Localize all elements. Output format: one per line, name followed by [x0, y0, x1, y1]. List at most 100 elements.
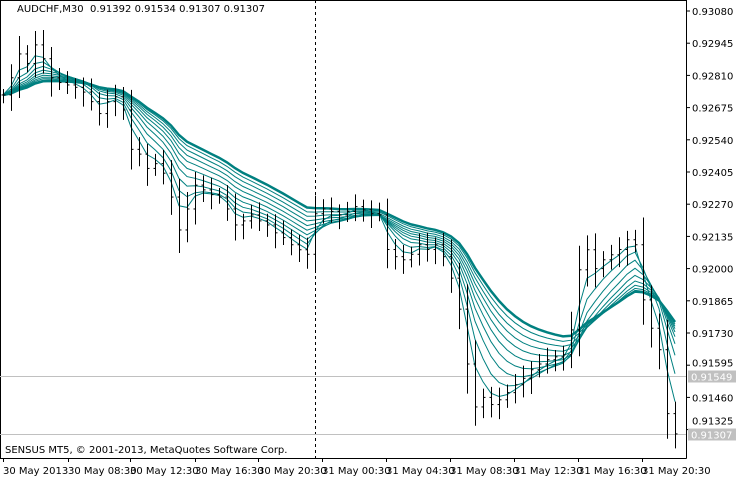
ohlc-bar: [321, 199, 326, 224]
ohlc-bar: [225, 185, 230, 221]
ohlc-bar: [49, 47, 54, 97]
y-tick-label: 0.91325: [692, 417, 733, 428]
ohlc-bar: [41, 29, 46, 74]
ohlc-bar: [641, 217, 646, 325]
y-tick-label: 0.92270: [692, 200, 733, 211]
ohlc-bar: [577, 245, 582, 357]
ohlc-bar: [65, 71, 70, 95]
ohlc-bar: [233, 193, 238, 241]
ohlc-bar: [17, 36, 22, 99]
ohlc-bar: [281, 220, 286, 245]
ohlc-bar: [137, 137, 142, 167]
ohlc-bar: [657, 313, 662, 370]
ohlc-bar: [409, 246, 414, 268]
ohlc-bar: [377, 202, 382, 222]
ohlc-bar: [81, 77, 86, 107]
ohlc-bar: [489, 386, 494, 418]
y-tick-label: 0.92135: [692, 232, 733, 243]
ohlc-bar: [417, 233, 422, 266]
x-tick-label: 31 May 20:30: [642, 466, 711, 477]
ohlc-bar: [209, 177, 214, 210]
y-tick-label: 0.91730: [692, 329, 733, 340]
y-tick-label: 0.92810: [692, 71, 733, 82]
x-tick-label: 30 May 2013: [3, 466, 68, 477]
ohlc-bar: [401, 245, 406, 274]
ohlc-bar: [265, 213, 270, 237]
ohlc-bar: [673, 401, 678, 449]
ohlc-bar: [369, 200, 374, 229]
ohlc-bar: [97, 92, 102, 126]
ohlc-bar: [385, 198, 390, 269]
x-tick-label: 31 May 12:30: [514, 466, 583, 477]
symbol-timeframe: AUDCHF,M30: [17, 4, 84, 15]
ohlc-bar: [473, 340, 478, 426]
ohlc-bar: [569, 311, 574, 369]
ohlc-bar: [361, 199, 366, 222]
ohlc-bar: [545, 347, 550, 374]
ohlc-bar: [649, 285, 654, 348]
ohlc-bar: [593, 233, 598, 288]
price-label: 0.91549: [691, 373, 732, 384]
high-value: 0.91534: [134, 4, 176, 15]
x-tick-label: 31 May 00:30: [322, 466, 391, 477]
ohlc-bar: [393, 239, 398, 270]
x-tick-label: 31 May 08:30: [450, 466, 519, 477]
ohlc-bar: [425, 232, 430, 262]
ohlc-bar: [241, 213, 246, 240]
ohlc-bar: [313, 195, 318, 273]
ohlc-bar: [497, 387, 502, 420]
ohlc-bar: [273, 214, 278, 249]
ohlc-bar: [433, 237, 438, 265]
ohlc-bar: [505, 384, 510, 408]
ohlc-bar: [561, 345, 566, 371]
price-label-box: [688, 370, 736, 383]
ohlc-bar: [521, 365, 526, 398]
y-tick-label: 0.92405: [692, 168, 733, 179]
ohlc-bar: [169, 160, 174, 215]
ohlc-bar: [201, 175, 206, 203]
ohlc-bar: [57, 68, 62, 90]
y-tick-label: 0.91865: [692, 297, 733, 308]
ohlc-bar: [665, 319, 670, 439]
ohlc-bar: [633, 229, 638, 253]
ohlc-bar: [105, 89, 110, 128]
ohlc-bar: [193, 172, 198, 225]
y-tick-label: 0.92675: [692, 104, 733, 115]
open-value: 0.91392: [90, 4, 132, 15]
ohlc-bar: [449, 239, 454, 293]
x-tick-label: 30 May 16:30: [195, 466, 264, 477]
ohlc-bar: [625, 230, 630, 266]
low-value: 0.91307: [179, 4, 221, 15]
ohlc-bar: [337, 204, 342, 230]
ohlc-bar: [289, 229, 294, 256]
ohlc-bar: [553, 350, 558, 372]
ohlc-bar: [89, 78, 94, 111]
ohlc-bar: [465, 284, 470, 394]
ohlc-bar: [25, 45, 30, 73]
ohlc-bar: [601, 251, 606, 278]
ohlc-bar: [513, 374, 518, 404]
ohlc-bar: [177, 178, 182, 253]
y-tick-label: 0.92945: [692, 39, 733, 50]
ohlc-bar: [529, 361, 534, 395]
ohlc-bar: [257, 202, 262, 232]
ohlc-bar: [121, 86, 126, 120]
ohlc-bar: [73, 78, 78, 99]
ohlc-bar: [585, 235, 590, 287]
ohlc-bar: [305, 237, 310, 269]
ohlc-bar: [153, 153, 158, 176]
ohlc-bar: [9, 64, 14, 111]
y-tick-label: 0.93080: [692, 7, 733, 18]
x-tick-label: 31 May 04:30: [386, 466, 455, 477]
ohlc-bar: [537, 353, 542, 378]
ohlc-bar: [129, 89, 134, 170]
x-tick-label: 30 May 08:30: [68, 466, 137, 477]
ohlc-bar: [185, 191, 190, 243]
copyright-text: SENSUS MT5, © 2001-2013, MetaQuotes Soft…: [5, 445, 288, 456]
ohlc-bar: [441, 232, 446, 267]
y-tick-label: 0.91595: [692, 359, 733, 370]
ohlc-bar: [145, 143, 150, 186]
ohlc-bar: [609, 244, 614, 270]
